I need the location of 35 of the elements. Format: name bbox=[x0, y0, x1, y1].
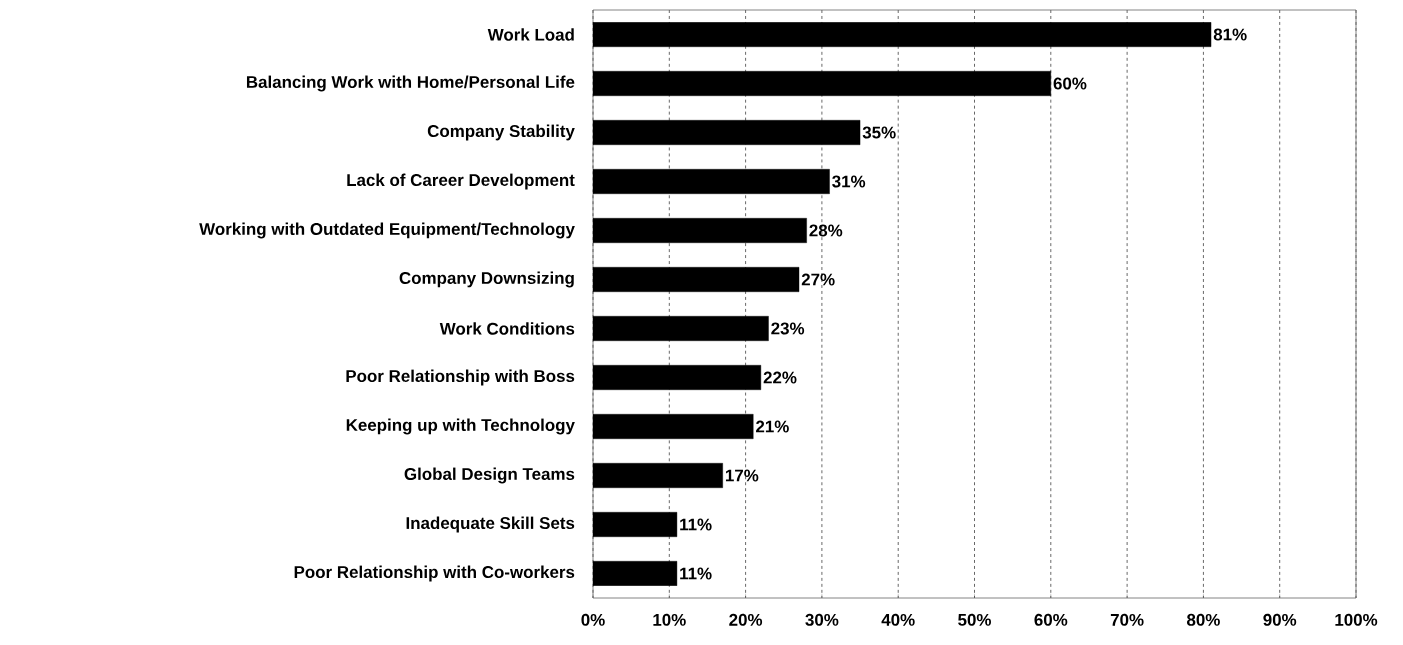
data-label: 28% bbox=[809, 224, 843, 237]
x-tick-label: 30% bbox=[805, 613, 839, 626]
x-tick-label: 90% bbox=[1263, 613, 1297, 626]
x-tick-label: 20% bbox=[729, 613, 763, 626]
y-tick-label: Company Stability bbox=[427, 124, 575, 141]
y-tick-label: Work Load bbox=[487, 28, 574, 41]
data-label: 11% bbox=[680, 567, 712, 580]
x-tick-label: 70% bbox=[1110, 613, 1144, 626]
y-tick-label: Balancing Work with Home/Personal Life bbox=[246, 75, 575, 92]
y-tick-label: Global Design Teams bbox=[404, 467, 575, 484]
data-label: 81% bbox=[1213, 28, 1247, 41]
x-tick-label: 10% bbox=[653, 613, 686, 626]
x-tick-label: 50% bbox=[958, 613, 991, 626]
data-label: 27% bbox=[801, 273, 835, 286]
x-tick-label: 0% bbox=[581, 613, 605, 626]
y-tick-label: Poor Relationship with Co-workers bbox=[294, 565, 575, 582]
data-label: 35% bbox=[862, 126, 896, 139]
x-tick-label: 80% bbox=[1186, 613, 1220, 626]
data-label: 60% bbox=[1053, 77, 1087, 90]
data-label: 11% bbox=[680, 518, 712, 531]
y-tick-label: Inadequate Skill Sets bbox=[406, 516, 575, 533]
data-label: 23% bbox=[771, 322, 805, 335]
y-tick-label: Poor Relationship with Boss bbox=[346, 369, 575, 386]
y-tick-label: Working with Outdated Equipment/Technology bbox=[199, 222, 575, 239]
data-label: 22% bbox=[763, 371, 797, 384]
y-tick-label: Work Conditions bbox=[439, 322, 575, 335]
x-tick-label: 40% bbox=[881, 613, 915, 626]
data-label: 17% bbox=[725, 469, 759, 482]
data-label: 21% bbox=[756, 420, 789, 433]
x-tick-label: 60% bbox=[1034, 613, 1068, 626]
data-label: 31% bbox=[832, 175, 866, 188]
y-tick-label: Lack of Career Development bbox=[347, 173, 575, 190]
y-tick-label: Keeping up with Technology bbox=[346, 418, 575, 435]
x-tick-label: 100% bbox=[1335, 613, 1378, 626]
y-tick-label: Company Downsizing bbox=[399, 271, 574, 288]
